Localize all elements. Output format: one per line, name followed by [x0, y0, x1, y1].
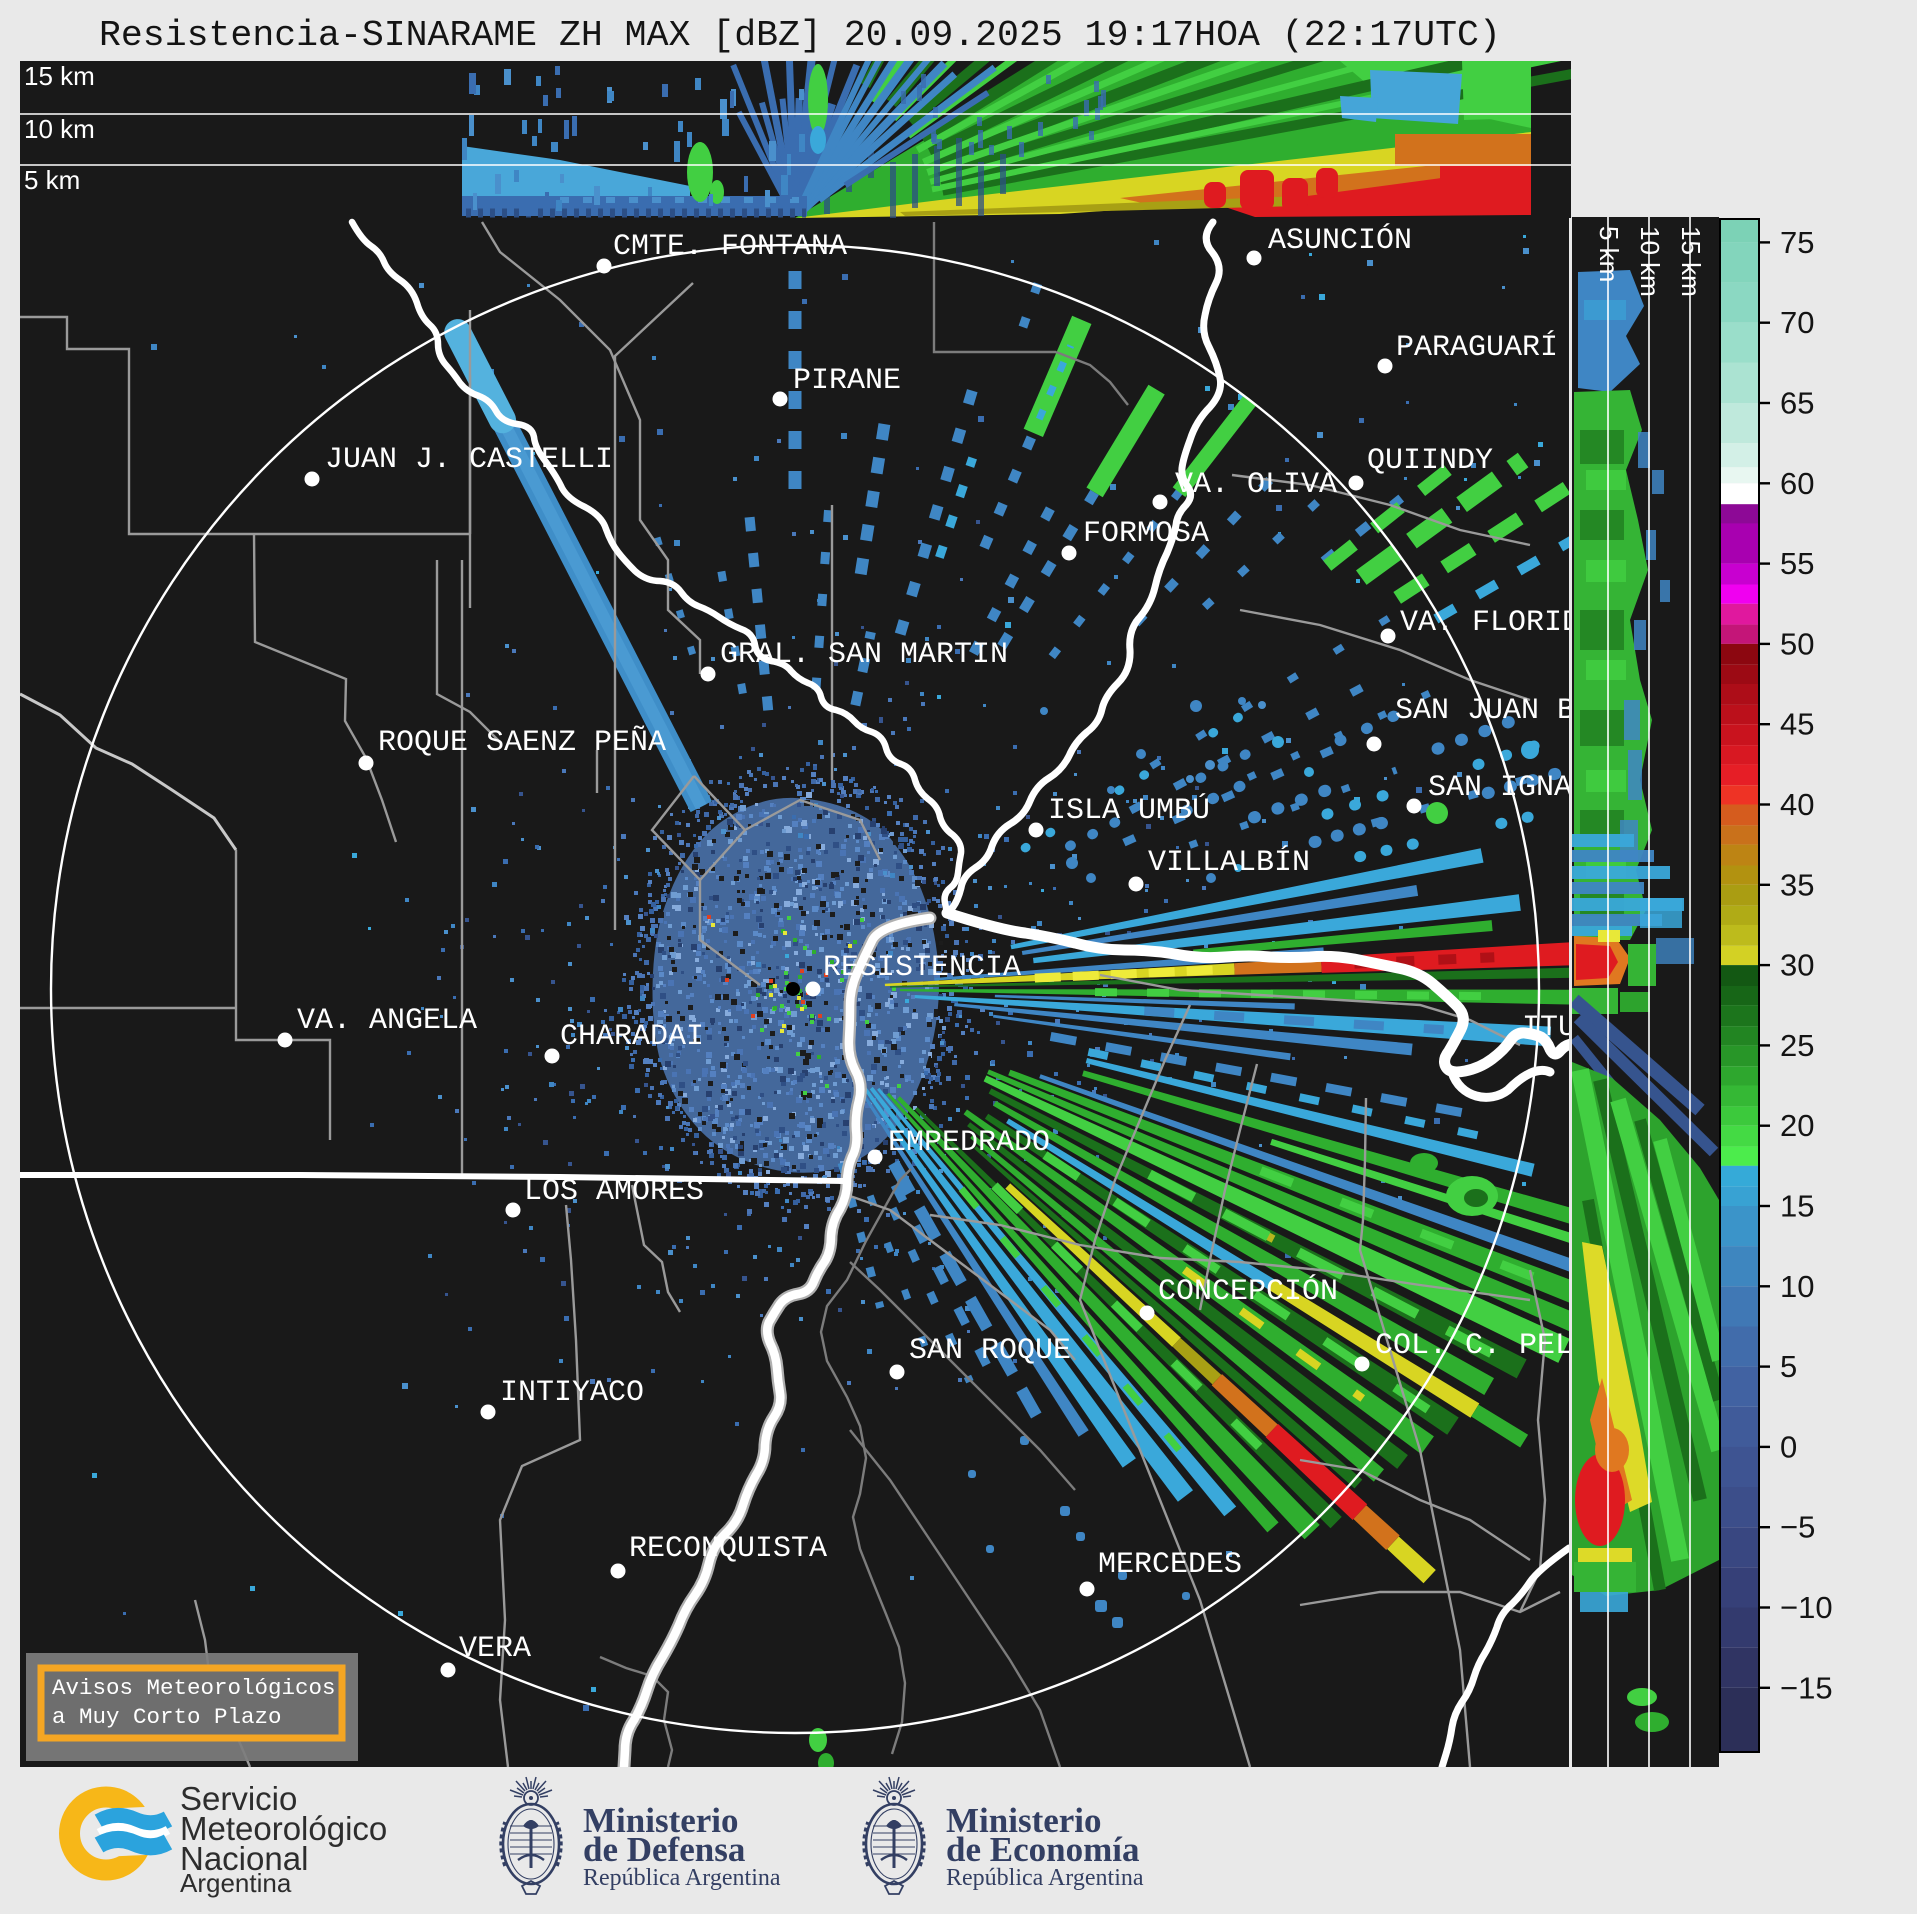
svg-text:−10: −10	[1780, 1590, 1833, 1625]
svg-text:Ministerio: Ministerio	[583, 1801, 739, 1840]
svg-text:25: 25	[1780, 1028, 1814, 1063]
svg-text:VILLALBÍN: VILLALBÍN	[1148, 845, 1310, 880]
svg-text:50: 50	[1780, 626, 1814, 661]
svg-text:5 km: 5 km	[1594, 226, 1624, 282]
svg-text:RESISTENCIA: RESISTENCIA	[823, 951, 1021, 985]
svg-text:COL. C. PEL: COL. C. PEL	[1375, 1329, 1573, 1363]
svg-text:Resistencia-SINARAME ZH MAX [d: Resistencia-SINARAME ZH MAX [dBZ] 20.09.…	[99, 15, 1501, 56]
svg-text:MERCEDES: MERCEDES	[1098, 1548, 1242, 1582]
svg-text:5: 5	[1780, 1349, 1797, 1384]
svg-text:65: 65	[1780, 386, 1814, 421]
svg-text:LOS AMORES: LOS AMORES	[524, 1175, 704, 1209]
svg-text:CONCEPCIÓN: CONCEPCIÓN	[1158, 1274, 1338, 1309]
svg-text:Servicio: Servicio	[180, 1780, 297, 1817]
svg-text:ASUNCIÓN: ASUNCIÓN	[1268, 223, 1412, 258]
svg-text:VA. OLIVA: VA. OLIVA	[1175, 468, 1337, 502]
svg-text:VA. FLORIDA: VA. FLORIDA	[1400, 606, 1598, 640]
svg-text:PIRANE: PIRANE	[793, 364, 901, 398]
svg-text:Argentina: Argentina	[180, 1868, 292, 1898]
svg-text:10: 10	[1780, 1269, 1814, 1304]
svg-text:ROQUE SAENZ PEÑA: ROQUE SAENZ PEÑA	[378, 725, 666, 760]
svg-text:0: 0	[1780, 1429, 1797, 1464]
svg-text:VERA: VERA	[459, 1632, 531, 1666]
svg-text:FORMOSA: FORMOSA	[1083, 517, 1209, 551]
svg-text:SAN JUAN B: SAN JUAN B	[1395, 694, 1575, 728]
svg-text:70: 70	[1780, 305, 1814, 340]
svg-text:RECONQUISTA: RECONQUISTA	[629, 1532, 827, 1566]
svg-text:45: 45	[1780, 707, 1814, 742]
svg-text:VA. ANGELA: VA. ANGELA	[297, 1004, 477, 1038]
svg-text:QUIINDY: QUIINDY	[1367, 444, 1493, 478]
svg-text:20: 20	[1780, 1108, 1814, 1143]
svg-text:Meteorológico: Meteorológico	[180, 1810, 387, 1847]
svg-text:ITU: ITU	[1522, 1011, 1576, 1045]
svg-text:75: 75	[1780, 225, 1814, 260]
svg-text:CHARADAI: CHARADAI	[560, 1020, 704, 1054]
svg-text:Ministerio: Ministerio	[946, 1801, 1102, 1840]
svg-text:−5: −5	[1780, 1510, 1815, 1545]
svg-text:60: 60	[1780, 466, 1814, 501]
svg-text:República Argentina: República Argentina	[946, 1865, 1144, 1891]
svg-text:Nacional: Nacional	[180, 1840, 308, 1877]
svg-text:de Defensa: de Defensa	[583, 1830, 745, 1869]
svg-text:SAN IGNACIO: SAN IGNACIO	[1428, 771, 1626, 805]
svg-text:JUAN J. CASTELLI: JUAN J. CASTELLI	[325, 443, 613, 477]
svg-text:5 km: 5 km	[24, 165, 80, 195]
svg-text:35: 35	[1780, 867, 1814, 902]
svg-text:15 km: 15 km	[1676, 226, 1706, 297]
svg-text:15 km: 15 km	[24, 61, 95, 91]
svg-text:CMTE. FONTANA: CMTE. FONTANA	[613, 230, 847, 264]
svg-text:SAN ROQUE: SAN ROQUE	[909, 1334, 1071, 1368]
svg-text:a Muy Corto Plazo: a Muy Corto Plazo	[52, 1704, 282, 1730]
svg-text:10 km: 10 km	[1635, 226, 1665, 297]
svg-text:INTIYACO: INTIYACO	[500, 1376, 644, 1410]
svg-text:Avisos Meteorológicos: Avisos Meteorológicos	[52, 1675, 336, 1701]
svg-text:10 km: 10 km	[24, 114, 95, 144]
svg-text:55: 55	[1780, 546, 1814, 581]
svg-text:40: 40	[1780, 787, 1814, 822]
svg-text:GRAL. SAN MARTIN: GRAL. SAN MARTIN	[720, 638, 1008, 672]
svg-text:República Argentina: República Argentina	[583, 1865, 781, 1891]
svg-text:EMPEDRADO: EMPEDRADO	[888, 1126, 1050, 1160]
svg-text:−15: −15	[1780, 1670, 1833, 1705]
svg-text:15: 15	[1780, 1189, 1814, 1224]
svg-text:PARAGUARÍ: PARAGUARÍ	[1396, 330, 1558, 365]
svg-text:de Economía: de Economía	[946, 1830, 1139, 1869]
svg-text:ISLA UMBÚ: ISLA UMBÚ	[1048, 793, 1210, 828]
svg-text:30: 30	[1780, 948, 1814, 983]
